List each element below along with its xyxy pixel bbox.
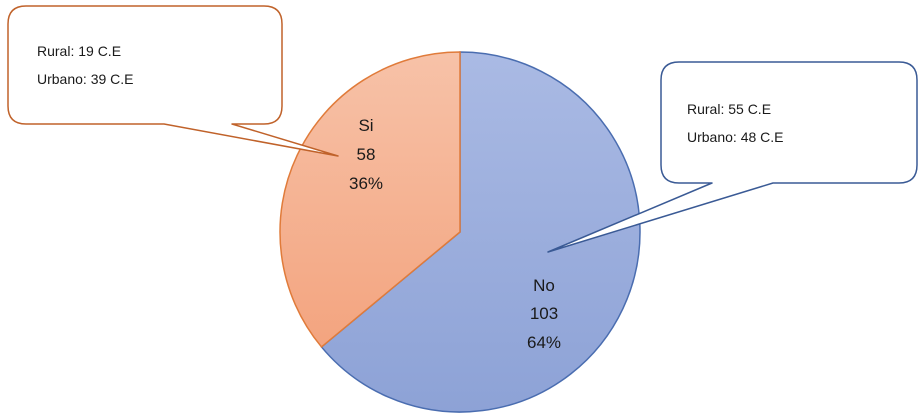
callout-si-line-1: Rural: 19 C.E <box>37 43 121 59</box>
callout-si-line-2: Urbano: 39 C.E <box>37 71 134 87</box>
slice-no-value: 103 <box>530 304 558 323</box>
pie-slice-si <box>279 51 461 349</box>
callout-no-box <box>547 61 918 253</box>
slice-no-name: No <box>533 276 555 295</box>
slice-no-percent: 64% <box>527 333 561 352</box>
slice-si-name: Si <box>358 116 373 135</box>
callout-si-box <box>7 5 339 157</box>
callout-no-line-1: Rural: 55 C.E <box>687 101 771 117</box>
slice-label-no: No 103 64% <box>527 276 561 352</box>
callout-no-line-2: Urbano: 48 C.E <box>687 129 784 145</box>
pie-slice-no <box>320 51 641 413</box>
slice-si-percent: 36% <box>349 174 383 193</box>
slice-si-value: 58 <box>357 145 376 164</box>
slice-label-si: Si 58 36% <box>349 116 383 193</box>
